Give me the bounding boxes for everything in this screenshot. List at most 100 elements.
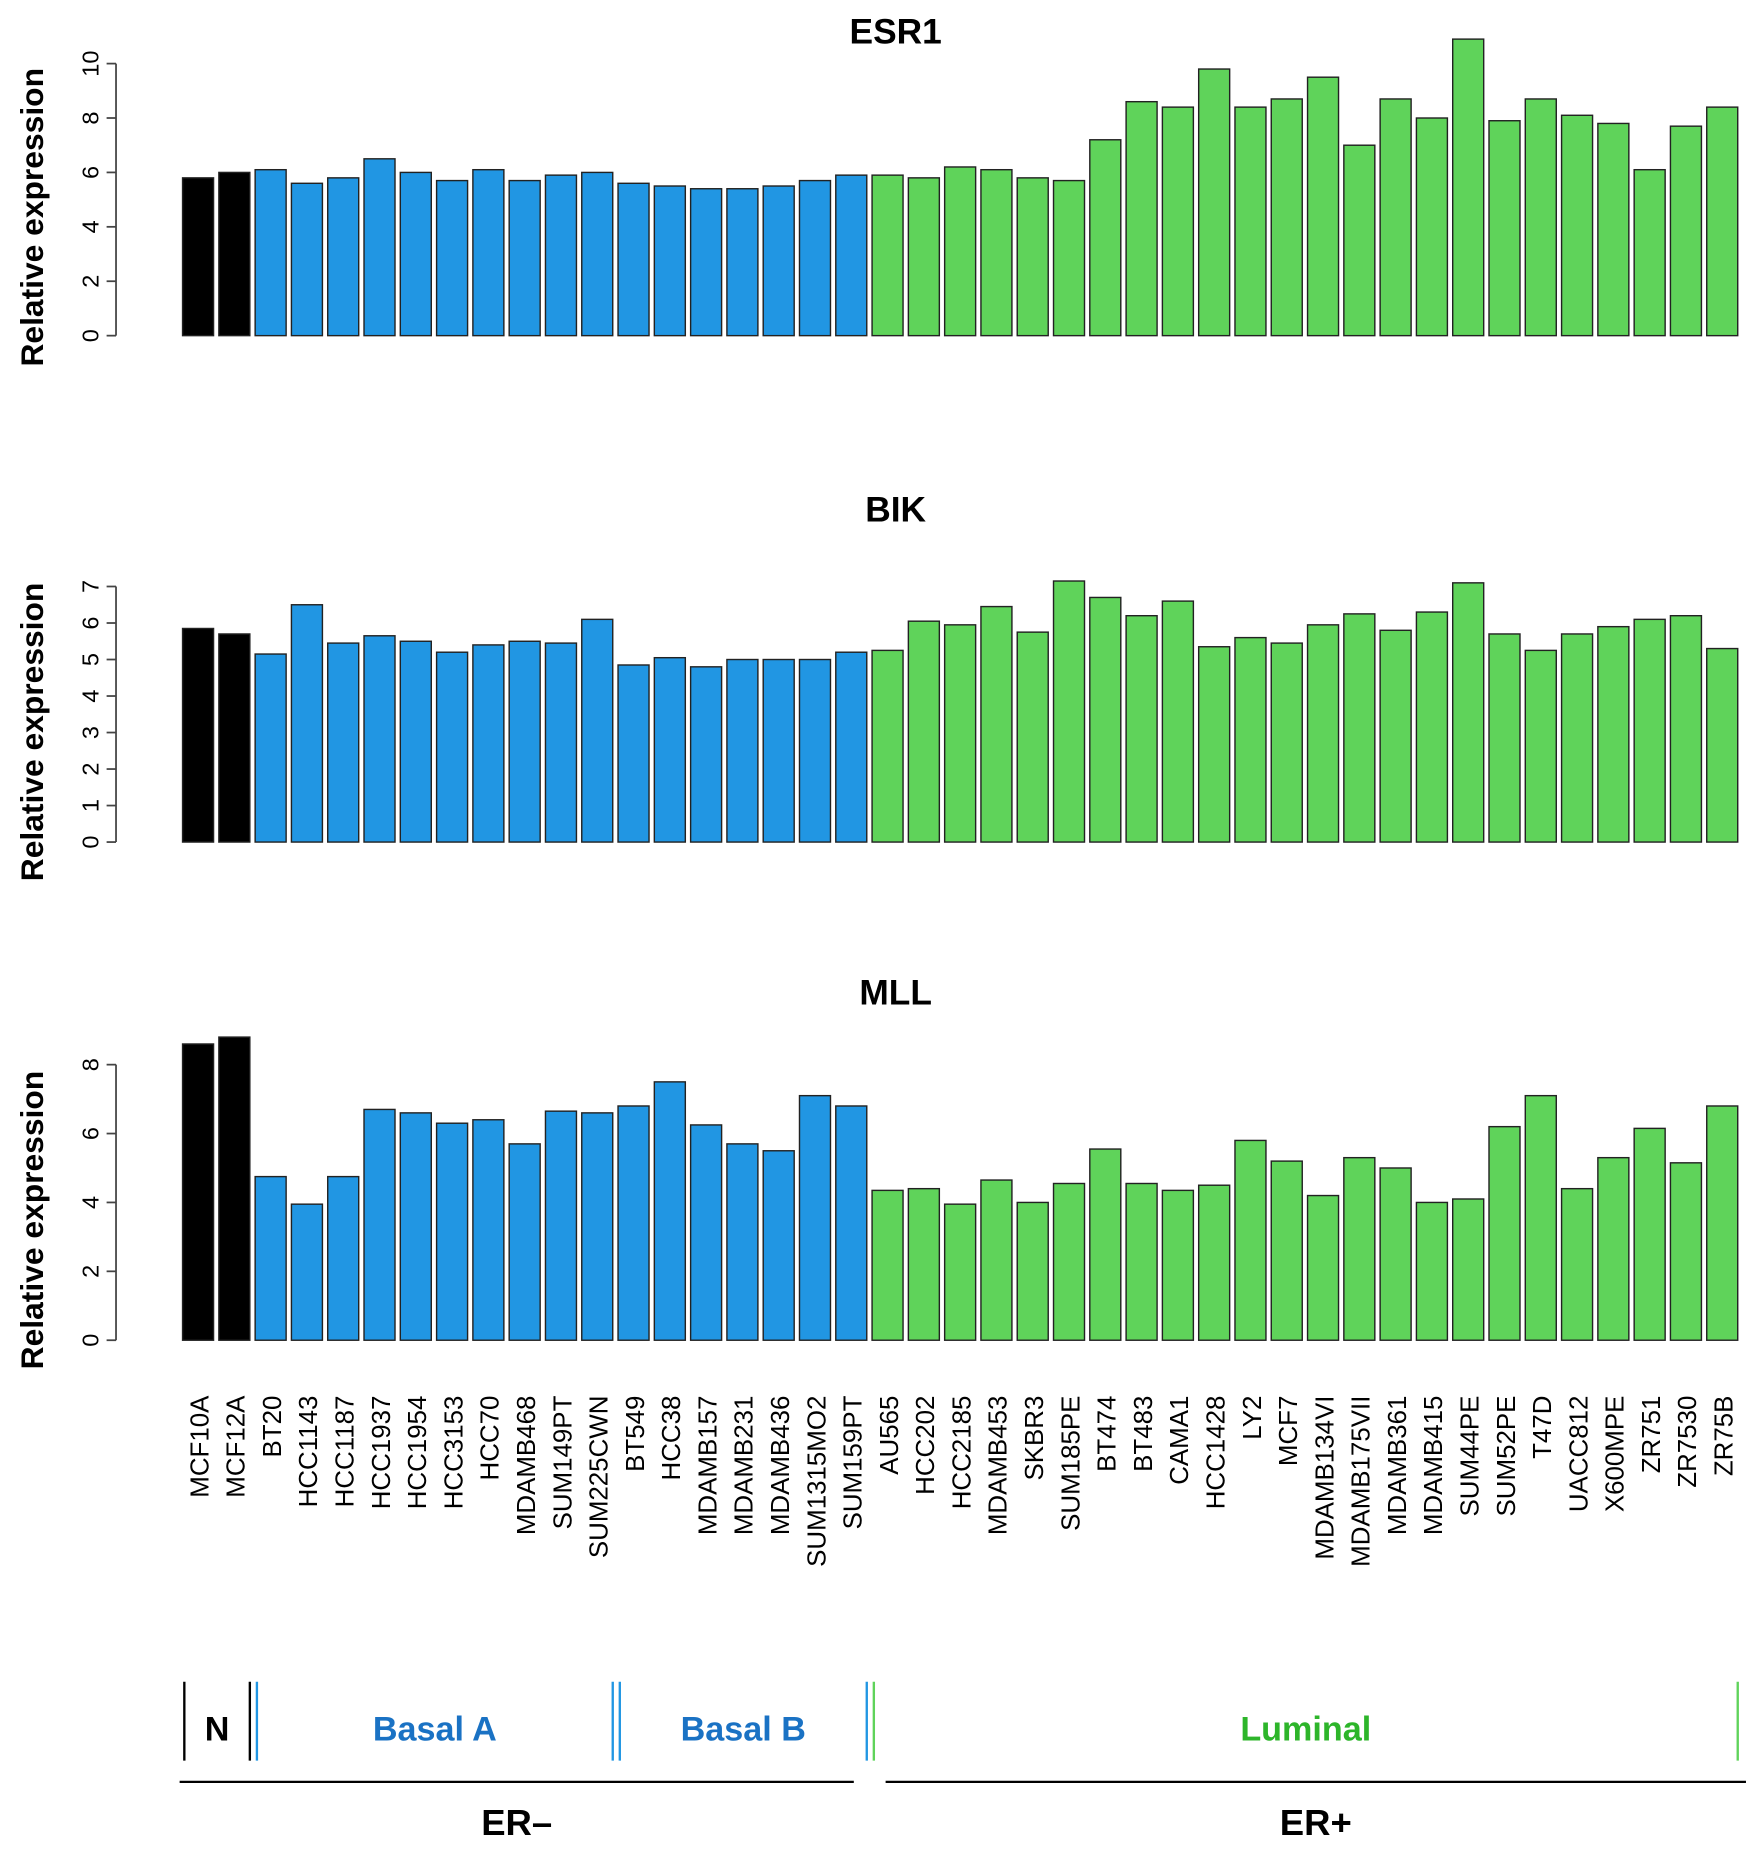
category-label: HCC2185 <box>948 1396 976 1510</box>
category-label: BT483 <box>1130 1396 1158 1472</box>
bar-hcc1428 <box>1197 68 1231 337</box>
bar-sum225cwn <box>581 1112 614 1341</box>
bar-ly2 <box>1234 106 1267 337</box>
bar-mcf7 <box>1270 98 1303 337</box>
bar-sum185pe <box>1052 580 1086 843</box>
bar-hcc70 <box>472 1119 505 1341</box>
panel-title: BIK <box>865 491 926 530</box>
bar-mcf12a <box>218 633 251 843</box>
bar-zr7530 <box>1669 614 1703 843</box>
bar-x600mpe <box>1597 122 1630 337</box>
bar-mcf7 <box>1270 1160 1303 1341</box>
bar-hcc1954 <box>399 1112 432 1341</box>
category-label: MDAMB134VI <box>1311 1396 1339 1560</box>
category-label: SKBR3 <box>1021 1396 1049 1481</box>
bar-hcc1937 <box>363 635 396 843</box>
panel-title: MLL <box>859 974 932 1013</box>
bar-bt20 <box>254 1175 287 1341</box>
bar-mdamb415 <box>1415 611 1449 843</box>
bar-bt474 <box>1089 139 1122 337</box>
category-label: MDAMB436 <box>767 1396 795 1536</box>
bar-sum159pt <box>835 651 868 843</box>
bar-sum52pe <box>1488 633 1521 843</box>
er-group-label: ER+ <box>1280 1802 1352 1843</box>
bar-sum159pt <box>835 1105 868 1341</box>
bar-mdamb175vii <box>1343 613 1376 843</box>
bar-bt483 <box>1125 614 1158 843</box>
bar-hcc202 <box>907 1187 941 1341</box>
category-label: MDAMB453 <box>985 1396 1013 1536</box>
bar-hcc1954 <box>399 640 432 843</box>
bar-mcf7 <box>1270 642 1303 843</box>
bar-hcc202 <box>907 620 941 843</box>
bar-mcf10a <box>181 177 215 337</box>
category-label: T47D <box>1529 1396 1557 1459</box>
y-tick-label: 6 <box>78 166 104 179</box>
bar-hcc2185 <box>943 1203 977 1341</box>
bar-hcc1428 <box>1197 1184 1231 1341</box>
category-label: UACC812 <box>1565 1396 1593 1513</box>
category-label: HCC202 <box>912 1396 940 1495</box>
panel-mll: MLL 0 2 4 6 8 Relative expression <box>14 974 1739 1369</box>
bar-mcf12a <box>218 171 251 337</box>
bar-mcf10a <box>181 1043 215 1341</box>
category-label: SUM44PE <box>1457 1396 1485 1517</box>
bar-bt474 <box>1089 596 1122 843</box>
y-tick-label: 2 <box>78 1265 104 1278</box>
category-label: BT20 <box>259 1396 287 1458</box>
y-tick-label: 8 <box>78 111 104 124</box>
group-label-basal-a: Basal A <box>373 1711 497 1749</box>
bar-zr75b <box>1706 647 1739 843</box>
category-label: HCC70 <box>477 1396 505 1481</box>
y-tick-label: 1 <box>78 799 104 812</box>
bar-mdamb436 <box>762 185 795 337</box>
bar-hcc3153 <box>435 1122 469 1341</box>
bar-mdamb415 <box>1415 1201 1449 1341</box>
er-group-label: ER– <box>481 1802 552 1843</box>
bar-hcc3153 <box>435 651 469 843</box>
y-tick-label: 0 <box>78 1334 104 1347</box>
bar-uacc812 <box>1560 1187 1594 1341</box>
category-label: ZR75B <box>1711 1396 1739 1477</box>
bar-hcc70 <box>472 644 505 843</box>
category-label: SUM149PT <box>549 1395 577 1529</box>
category-label: MDAMB157 <box>694 1396 722 1536</box>
category-label: ZR751 <box>1638 1396 1666 1474</box>
category-label: MDAMB175VII <box>1348 1396 1376 1567</box>
bar-x600mpe <box>1597 1156 1630 1341</box>
bar-hcc38 <box>653 1081 687 1341</box>
category-label: HCC1187 <box>332 1396 360 1508</box>
bar-hcc38 <box>653 185 687 337</box>
bar-mcf10a <box>181 627 215 843</box>
bar-mdamb231 <box>726 1143 759 1341</box>
bar-sum1315mo2 <box>798 1094 832 1341</box>
bar-sum1315mo2 <box>798 658 832 843</box>
bar-sum44pe <box>1452 38 1485 337</box>
bar-uacc812 <box>1560 114 1594 337</box>
y-tick-label: 10 <box>78 50 104 76</box>
group-label-basal-b: Basal B <box>681 1711 806 1749</box>
bar-hcc1954 <box>399 171 432 337</box>
bar-sum52pe <box>1488 1125 1521 1341</box>
category-label: MCF7 <box>1275 1396 1303 1466</box>
bar-bt483 <box>1125 100 1158 337</box>
bar-mdamb157 <box>689 1124 723 1341</box>
category-label: MCF10A <box>186 1395 214 1498</box>
bar-zr7530 <box>1669 1162 1703 1341</box>
bar-sum1315mo2 <box>798 179 832 337</box>
bar-t47d <box>1524 649 1557 843</box>
y-tick-label: 7 <box>78 580 104 593</box>
bar-uacc812 <box>1560 633 1594 843</box>
bar-sum52pe <box>1488 120 1521 337</box>
bar-hcc1143 <box>290 1203 324 1341</box>
bar-mcf12a <box>218 1036 251 1341</box>
bar-cama1 <box>1161 1189 1195 1341</box>
bar-bt549 <box>617 664 650 843</box>
panel-title: ESR1 <box>850 13 942 52</box>
bar-au565 <box>871 1189 904 1341</box>
bar-hcc2185 <box>943 166 977 337</box>
bar-mdamb361 <box>1379 629 1412 843</box>
category-label: SUM1315MO2 <box>803 1396 831 1567</box>
bar-hcc1143 <box>290 182 324 337</box>
y-tick-label: 8 <box>78 1058 104 1071</box>
